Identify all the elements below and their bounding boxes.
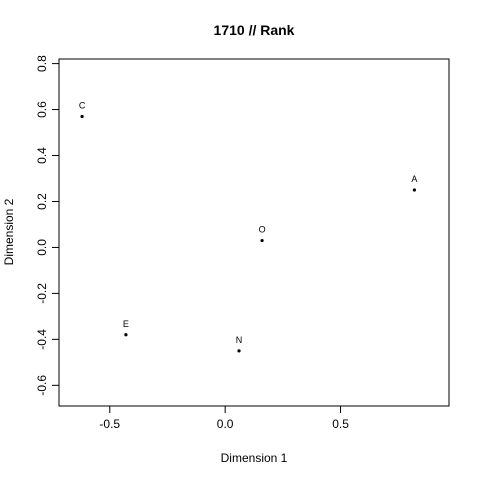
y-tick-label: -0.6 [35,375,49,396]
chart-title: 1710 // Rank [214,22,295,38]
y-axis: -0.6 -0.4 -0.2 0.0 0.2 0.4 0.6 0.8 [35,55,60,396]
data-points: C A O E N [79,100,417,353]
y-tick-label: 0.4 [35,147,49,164]
x-tick-label: -0.5 [99,417,120,431]
point-label: E [123,319,129,329]
y-tick-label: -0.2 [35,283,49,304]
point-label: C [79,100,86,110]
x-tick-label: 0.0 [217,417,234,431]
y-tick-label: 0.0 [35,239,49,256]
y-tick-label: 0.6 [35,101,49,118]
point-label: O [259,225,266,235]
data-point [80,114,84,119]
x-tick-label: 0.5 [332,417,349,431]
point-label: N [236,335,243,345]
x-axis: -0.5 0.0 0.5 [99,405,349,431]
y-tick-label: 0.2 [35,193,49,210]
y-tick-label: -0.4 [35,329,49,350]
data-point [260,238,264,243]
data-point [237,349,241,353]
y-tick-label: 0.8 [35,55,49,72]
data-point [124,333,128,337]
point-label: A [411,174,417,184]
x-axis-label: Dimension 1 [221,451,288,465]
y-axis-label: Dimension 2 [2,198,16,265]
data-point [412,188,416,192]
